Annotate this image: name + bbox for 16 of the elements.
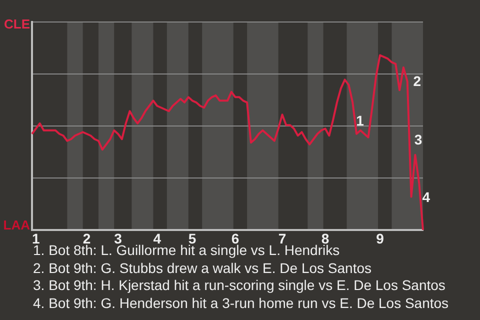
text: 3. Bot 9th: H. Kjerstad hit a run-scoring single vs E. De Los Santos [33, 277, 446, 294]
text: 4. Bot 9th: G. Henderson hit a 3-run home run vs E. De Los Santos [33, 294, 449, 312]
text: 2. Bot 9th: G. Stubbs drew a walk vs E. De Los Santos [33, 260, 373, 277]
x-tick-label: 9 [376, 230, 384, 246]
text: CLE [4, 16, 30, 32]
annotation: 3 [414, 131, 422, 148]
text: LAA [3, 218, 31, 233]
x-tick-label: 1 [32, 230, 40, 246]
x-tick-label: 4 [153, 230, 162, 246]
x-tick-label: 3 [114, 230, 122, 246]
x-tick-label: 6 [231, 230, 240, 246]
annotation: 1 [356, 112, 364, 129]
annotation: 4 [422, 188, 430, 205]
x-tick-label: 7 [278, 230, 286, 246]
x-tick-label: 5 [188, 230, 196, 246]
annotation: 2 [413, 73, 422, 90]
